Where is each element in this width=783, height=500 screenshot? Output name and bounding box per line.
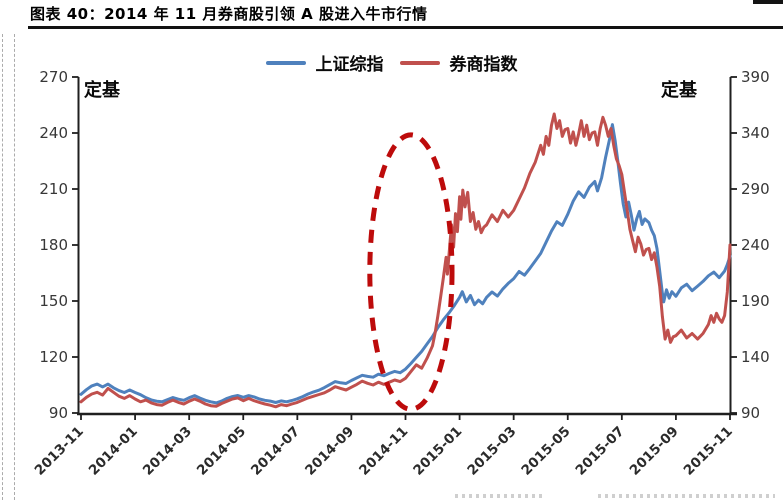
right-tick-label: 340 (741, 124, 770, 142)
left-tick-label: 150 (39, 292, 68, 310)
figure-title: 图表 40：2014 年 11 月券商股引领 A 股进入牛市行情 (30, 5, 428, 23)
x-tick-label: 2014-05 (194, 424, 249, 479)
right-tick-label: 290 (741, 180, 770, 198)
x-tick-label: 2014-11 (356, 424, 411, 479)
right-tick-label: 390 (741, 68, 770, 86)
left-axis-unit-label: 定基 (84, 80, 120, 101)
legend-item-sse: 上证综指 (265, 50, 384, 75)
left-tick-label: 240 (39, 124, 68, 142)
right-tick-label: 90 (741, 404, 760, 422)
x-tick-label: 2015-11 (681, 424, 736, 479)
highlight-ellipse-2014-11 (367, 132, 455, 412)
left-tick-label: 270 (39, 68, 68, 86)
right-tick-label: 240 (741, 236, 770, 254)
page-border-dashed-inner (14, 34, 15, 500)
header-corner-bar (753, 0, 783, 4)
sse-composite-line (79, 123, 732, 405)
x-tick-label: 2015-07 (573, 424, 628, 479)
cutoff-text-artifact-left (455, 494, 545, 498)
legend-item-broker: 券商指数 (399, 50, 518, 75)
right-tick-label: 140 (741, 348, 770, 366)
x-tick-label: 2014-03 (140, 424, 195, 479)
title-underline-rule (28, 26, 783, 29)
left-tick-label: 120 (39, 348, 68, 366)
x-tick-label: 2014-01 (86, 424, 141, 479)
broker-line-swatch (399, 60, 440, 65)
x-tick-label: 2015-01 (410, 424, 465, 479)
page-border-dashed-outer (2, 34, 3, 500)
chart-legend: 上证综指 券商指数 (0, 50, 783, 75)
sse-line-swatch (265, 60, 306, 65)
legend-label-sse: 上证综指 (315, 55, 384, 75)
x-tick-label: 2015-05 (518, 424, 573, 479)
x-tick-label: 2015-03 (464, 424, 519, 479)
cutoff-text-artifact-right (598, 494, 775, 498)
left-tick-label: 210 (39, 180, 68, 198)
broker-index-line (79, 112, 732, 409)
left-tick-label: 180 (39, 236, 68, 254)
left-tick-label: 90 (49, 404, 68, 422)
x-tick-label: 2013-11 (32, 424, 87, 479)
right-tick-label: 190 (741, 292, 770, 310)
x-tick-label: 2014-09 (302, 424, 357, 479)
right-axis-unit-label: 定基 (661, 80, 697, 101)
x-tick-label: 2014-07 (248, 424, 303, 479)
legend-label-broker: 券商指数 (449, 55, 518, 75)
x-tick-label: 2015-09 (627, 424, 682, 479)
